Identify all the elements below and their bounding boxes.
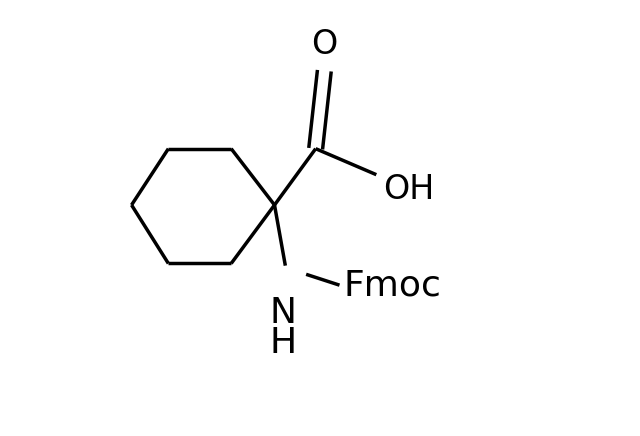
Text: N: N (269, 296, 297, 330)
Text: H: H (269, 326, 297, 360)
Text: Fmoc: Fmoc (344, 268, 442, 302)
Text: O: O (311, 28, 337, 61)
Text: OH: OH (383, 174, 434, 206)
